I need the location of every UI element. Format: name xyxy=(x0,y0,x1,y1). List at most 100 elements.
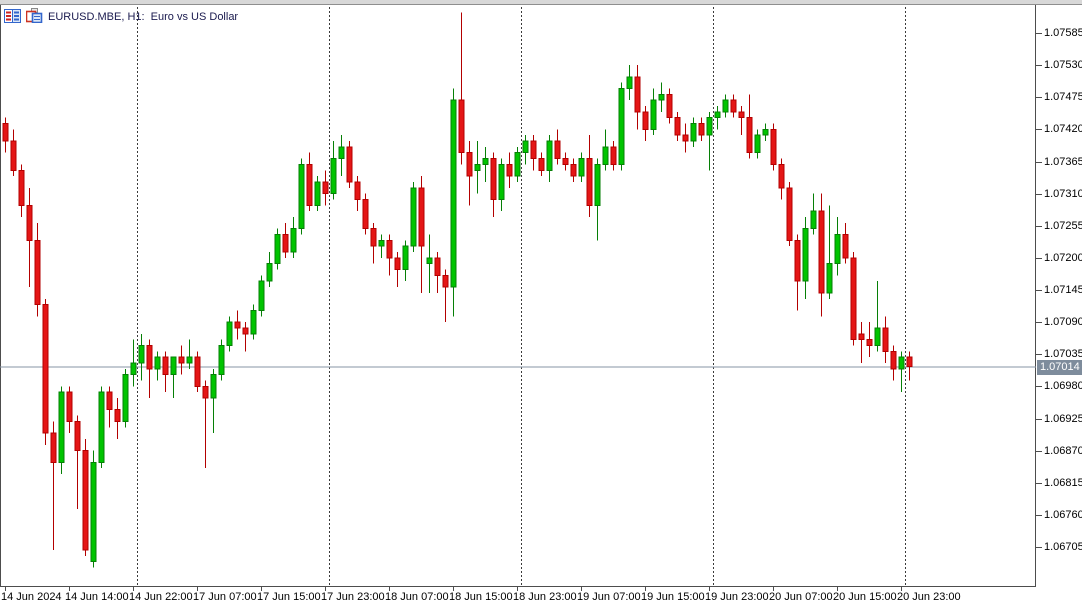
price-axis-label: 1.07090 xyxy=(1044,316,1082,329)
candle-body xyxy=(50,432,57,463)
candle-body xyxy=(738,111,745,119)
price-axis-tick xyxy=(1036,450,1042,452)
price-axis-tick xyxy=(1036,290,1042,291)
candle-body xyxy=(498,163,505,200)
candle-body xyxy=(898,356,905,370)
candle-body xyxy=(682,134,689,142)
price-axis-label: 1.07255 xyxy=(1044,219,1082,232)
chart-canvas[interactable] xyxy=(0,0,1036,587)
price-axis-tick xyxy=(1036,386,1042,388)
price-axis-label: 1.07145 xyxy=(1044,284,1082,296)
candle-body xyxy=(434,257,441,276)
candle-body xyxy=(234,321,241,329)
candle-body xyxy=(154,356,161,370)
candle-body xyxy=(74,420,81,452)
candle-body xyxy=(586,158,593,206)
candle-body xyxy=(842,234,849,259)
time-axis-tick xyxy=(645,587,646,591)
candle-body xyxy=(650,99,657,130)
time-axis-label: 17 Jun 23:00 xyxy=(321,591,385,603)
chart-title: EURUSD.MBE, H1: Euro vs US Dollar xyxy=(48,11,239,23)
candle-body xyxy=(274,234,281,265)
candle-body xyxy=(170,356,177,376)
candle-body xyxy=(850,257,857,341)
price-axis-tick xyxy=(1036,225,1042,227)
candle-body xyxy=(298,163,305,230)
time-axis-tick xyxy=(517,587,518,591)
candle-body xyxy=(522,140,529,154)
candle-body xyxy=(546,140,553,171)
time-axis-label: 20 Jun 07:00 xyxy=(769,591,833,603)
candle-body xyxy=(306,163,313,206)
candle-body xyxy=(562,158,569,165)
candle-body xyxy=(250,309,257,335)
candle-body xyxy=(658,93,665,101)
candle-body xyxy=(66,391,73,422)
time-axis-tick xyxy=(581,587,582,591)
time-axis-label: 14 Jun 2024 xyxy=(1,591,62,603)
price-axis-tick xyxy=(1036,354,1042,356)
price-axis-label: 1.07475 xyxy=(1044,91,1082,104)
price-axis-label: 1.07310 xyxy=(1044,187,1082,200)
candle-body xyxy=(34,239,41,306)
candle-body xyxy=(82,450,89,551)
candle-body xyxy=(882,327,889,352)
time-axis-tick xyxy=(901,587,902,591)
candle-body xyxy=(474,163,481,171)
time-axis-tick xyxy=(453,587,454,591)
candle-body xyxy=(634,76,641,113)
candle-body xyxy=(386,239,393,259)
candle-body xyxy=(210,374,217,399)
time-axis-label: 19 Jun 23:00 xyxy=(705,591,769,603)
price-axis-label: 1.06980 xyxy=(1044,380,1082,393)
time-axis-label: 18 Jun 15:00 xyxy=(449,591,513,603)
candle-body xyxy=(642,111,649,130)
candle-body xyxy=(490,158,497,200)
candle-body xyxy=(106,391,113,411)
price-axis-tick xyxy=(1036,322,1042,324)
time-axis-label: 20 Jun 15:00 xyxy=(833,591,897,603)
candle-body xyxy=(314,181,321,206)
candle-body xyxy=(594,163,601,206)
time-axis-label: 18 Jun 23:00 xyxy=(513,591,577,603)
candle-body xyxy=(162,356,169,376)
time-axis-label: 17 Jun 07:00 xyxy=(193,591,257,603)
candle-body xyxy=(866,339,873,346)
candle-body xyxy=(538,158,545,171)
candle-body xyxy=(770,128,777,165)
candle-body xyxy=(26,204,33,241)
candle-body xyxy=(146,344,153,370)
candle-body xyxy=(458,99,465,154)
time-axis-tick xyxy=(69,587,70,591)
time-axis-label: 18 Jun 07:00 xyxy=(385,591,449,603)
time-axis-tick xyxy=(261,587,262,591)
current-price-label: 1.07014 xyxy=(1037,359,1082,375)
time-axis-label: 14 Jun 14:00 xyxy=(65,591,129,603)
candle-body xyxy=(98,391,105,463)
price-axis-label: 1.06925 xyxy=(1044,412,1082,425)
time-axis-label: 17 Jun 15:00 xyxy=(257,591,321,603)
time-axis-label: 19 Jun 07:00 xyxy=(577,591,641,603)
price-axis-tick xyxy=(1036,514,1042,516)
time-axis-tick xyxy=(133,587,134,591)
candle-body xyxy=(666,93,673,119)
candle-body xyxy=(58,391,65,463)
price-axis-label: 1.06705 xyxy=(1044,541,1082,553)
candle-body xyxy=(178,356,185,364)
candle-body xyxy=(130,362,137,376)
time-axis-label: 20 Jun 23:00 xyxy=(897,591,961,603)
candle-body xyxy=(906,356,913,368)
candle-body xyxy=(378,239,385,247)
candle-body xyxy=(746,117,753,154)
candle-body xyxy=(450,99,457,288)
candle-body xyxy=(442,274,449,288)
time-axis-tick xyxy=(837,587,838,591)
time-axis-tick xyxy=(389,587,390,591)
price-axis-label: 1.07420 xyxy=(1044,123,1082,136)
price-axis-label: 1.06760 xyxy=(1044,508,1082,521)
candle-body xyxy=(258,280,265,311)
candle-body xyxy=(754,134,761,154)
candle-body xyxy=(426,257,433,265)
price-axis-label: 1.07200 xyxy=(1044,251,1082,264)
candle-body xyxy=(18,169,25,206)
